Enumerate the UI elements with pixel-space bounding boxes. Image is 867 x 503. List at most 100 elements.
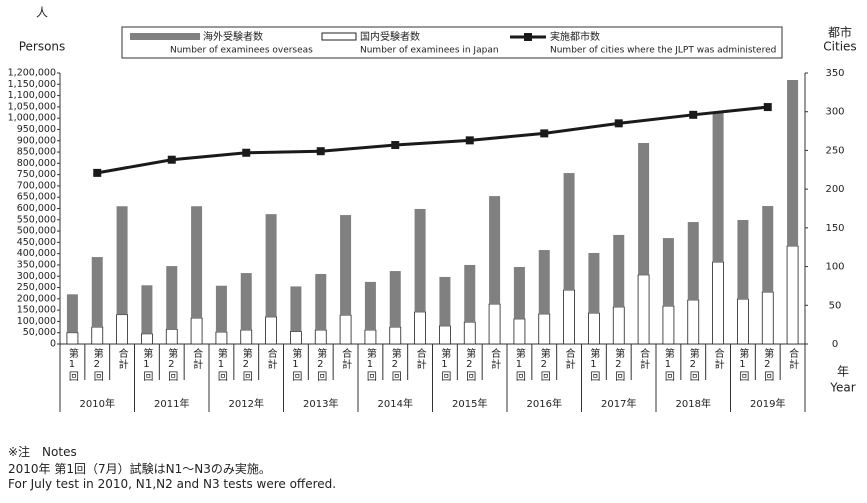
bar xyxy=(761,291,774,345)
legend-label: 国内受験者数 xyxy=(360,30,420,43)
x-tick-label: 第1回 xyxy=(438,348,450,382)
x-tick-label: 合計 xyxy=(786,348,798,370)
y-tick-label: 750,000 xyxy=(17,169,56,180)
y2-tick-label: 100 xyxy=(825,262,844,273)
line-marker xyxy=(465,136,474,145)
y-tick-label: 100,000 xyxy=(17,316,56,327)
bar xyxy=(563,173,575,291)
bar xyxy=(315,273,327,330)
x-tick-label: 第1回 xyxy=(662,348,674,382)
x-tick-label: 合計 xyxy=(190,348,202,370)
bar xyxy=(464,264,476,323)
bar xyxy=(662,238,674,307)
bar xyxy=(116,206,128,315)
bar xyxy=(141,285,153,334)
bar xyxy=(66,294,78,333)
bar xyxy=(116,314,128,345)
x-tick-label: 第1回 xyxy=(736,348,748,382)
line-marker xyxy=(391,141,400,150)
note: 2010年 第1回（7月）試験はN1～N3のみ実施。 xyxy=(8,462,271,476)
line-marker xyxy=(167,155,176,164)
group-label: 2012年 xyxy=(229,397,264,410)
bar xyxy=(762,206,774,293)
left-axis-label: 人 xyxy=(36,6,48,20)
group-label: 2017年 xyxy=(601,397,636,410)
bar xyxy=(737,220,749,300)
x-tick-label: 第1回 xyxy=(140,348,152,382)
bar xyxy=(215,285,227,333)
y-tick-label: 550,000 xyxy=(17,214,56,225)
x-tick-label: 合計 xyxy=(414,348,426,370)
bar xyxy=(513,266,525,319)
bar xyxy=(489,196,501,305)
bar xyxy=(364,281,376,330)
x-axis-label: 年 xyxy=(837,365,849,379)
y-tick-label: 400,000 xyxy=(17,248,56,259)
bar xyxy=(488,303,501,345)
line-marker xyxy=(540,129,549,138)
right-axis-label: 都市 xyxy=(828,25,852,40)
x-tick-label: 合計 xyxy=(712,348,724,370)
y-tick-label: 50,000 xyxy=(23,327,56,338)
group-label: 2016年 xyxy=(527,397,562,410)
x-tick-label: 合計 xyxy=(339,348,351,370)
bar xyxy=(414,311,426,345)
x-tick-label: 合計 xyxy=(265,348,277,370)
bar xyxy=(638,143,650,275)
x-tick-label: 第2回 xyxy=(389,348,401,382)
bar xyxy=(588,312,600,345)
legend-marker xyxy=(524,33,532,41)
bar xyxy=(787,80,799,246)
line-marker xyxy=(689,110,698,119)
legend-box xyxy=(121,26,783,59)
y-tick-label: 500,000 xyxy=(17,226,56,237)
x-tick-label: 第1回 xyxy=(66,348,78,382)
x-axis-label-en: Year xyxy=(829,381,855,395)
y-tick-label: 200,000 xyxy=(17,293,56,304)
bar xyxy=(439,325,451,345)
x-tick-label: 第2回 xyxy=(687,348,699,382)
bar xyxy=(340,215,352,316)
bar xyxy=(588,252,600,314)
x-tick-label: 第2回 xyxy=(538,348,550,382)
legend-label: 海外受験者数 xyxy=(203,30,263,43)
line-marker xyxy=(316,147,325,156)
y-tick-label: 250,000 xyxy=(17,282,56,293)
y2-tick-label: 300 xyxy=(825,107,844,118)
bar xyxy=(712,261,724,345)
group-label: 2011年 xyxy=(154,397,189,410)
group-label: 2010年 xyxy=(80,397,115,410)
y-tick-label: 1,150,000 xyxy=(8,79,56,90)
bar xyxy=(737,298,749,345)
bar xyxy=(687,299,700,345)
bar xyxy=(66,332,79,345)
bar xyxy=(538,313,551,345)
bar xyxy=(364,329,377,345)
y-tick-label: 1,100,000 xyxy=(8,90,56,101)
y2-tick-label: 0 xyxy=(832,339,838,350)
y-tick-label: 0 xyxy=(50,339,56,350)
y-tick-label: 1,000,000 xyxy=(8,113,56,124)
bar xyxy=(463,321,476,345)
bar xyxy=(687,222,699,300)
x-tick-label: 第2回 xyxy=(612,348,624,382)
y-tick-label: 1,200,000 xyxy=(8,68,56,79)
y2-tick-label: 50 xyxy=(829,300,842,311)
y-tick-label: 600,000 xyxy=(17,203,56,214)
line-marker xyxy=(614,119,623,128)
legend-label-en: Number of cities where the JLPT was admi… xyxy=(550,46,776,56)
bar xyxy=(389,271,401,328)
x-tick-label: 第2回 xyxy=(761,348,773,382)
left-axis-label-en: Persons xyxy=(19,40,66,54)
bar xyxy=(190,317,203,345)
bar xyxy=(612,306,625,345)
group-label: 2015年 xyxy=(452,397,487,410)
y2-tick-label: 200 xyxy=(825,184,844,195)
y-tick-label: 900,000 xyxy=(17,135,56,146)
group-label: 2019年 xyxy=(750,397,785,410)
y-tick-label: 1,050,000 xyxy=(8,101,56,112)
y-tick-label: 450,000 xyxy=(17,237,56,248)
y-tick-label: 700,000 xyxy=(17,180,56,191)
bar xyxy=(662,305,675,345)
